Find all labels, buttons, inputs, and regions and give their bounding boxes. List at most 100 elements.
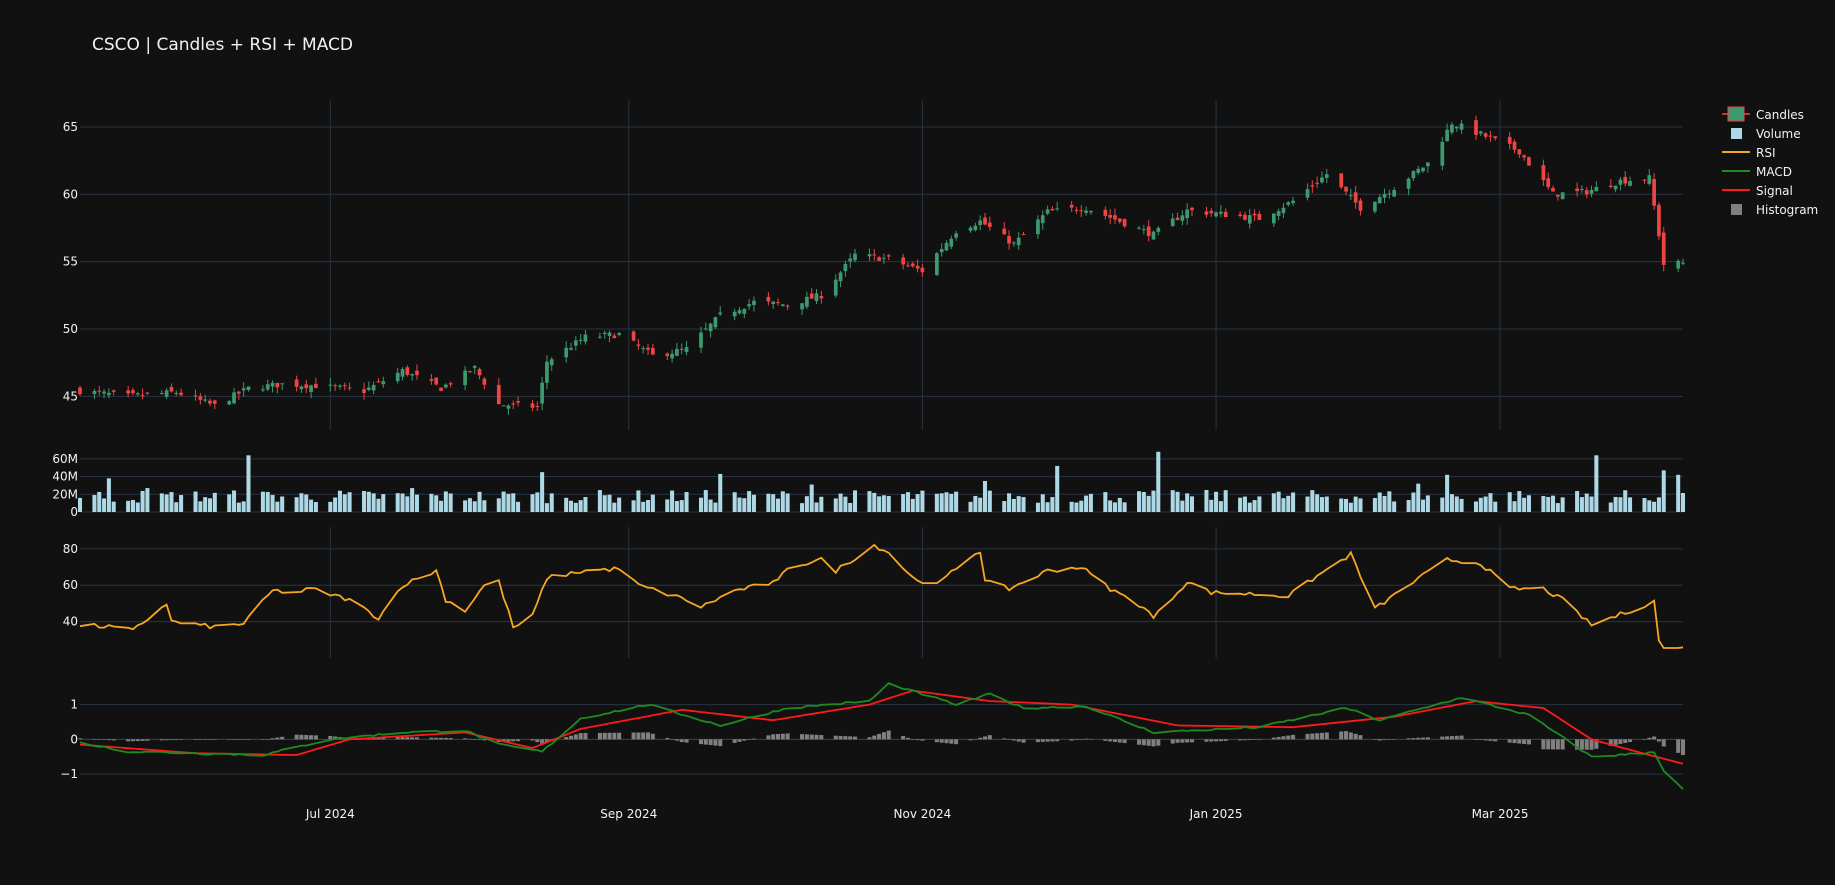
x-tick-label: Sep 2024 [600, 807, 657, 821]
histogram-bar [1348, 732, 1353, 740]
candle-body [1252, 213, 1257, 216]
histogram-bar [241, 739, 246, 740]
volume-bar [819, 496, 824, 512]
candle-body [1223, 211, 1228, 217]
volume-bar [573, 502, 578, 512]
candle-body [843, 263, 848, 272]
volume-bar [212, 492, 217, 512]
candle-body [901, 257, 906, 265]
candle-body [1459, 123, 1464, 130]
histogram-bar [968, 739, 973, 741]
volume-bar [294, 497, 299, 512]
histogram-bar [140, 739, 145, 741]
histogram-bar [612, 732, 617, 740]
histogram-bar [1315, 733, 1320, 740]
volume-bar [1344, 498, 1349, 512]
histogram-bar [1647, 737, 1652, 740]
volume-bar [732, 492, 737, 512]
volume-bar [395, 493, 400, 512]
histogram-bar [1522, 739, 1527, 744]
candle-body [111, 390, 116, 392]
candle-body [1652, 179, 1656, 206]
axis-labels: Jul 2024 Sep 2024 Nov 2024 Jan 2025 Mar 2025… [52, 120, 1528, 821]
histogram-bar [910, 739, 915, 740]
candle-body [237, 391, 241, 394]
volume-bar [1454, 496, 1459, 512]
histogram-bar [1040, 739, 1045, 742]
volume-bar [1021, 497, 1026, 512]
candle-body [299, 386, 304, 390]
candle-body [1373, 201, 1377, 212]
histogram-bar [1146, 739, 1151, 746]
volume-bar [1011, 498, 1016, 512]
histogram-bar [602, 732, 607, 740]
histogram-bar [1449, 736, 1454, 740]
candle-body [598, 336, 602, 338]
volume-bar [1122, 502, 1127, 512]
candle-body [1421, 167, 1425, 172]
candle-body [1493, 136, 1498, 139]
x-tick-label: Jan 2025 [1189, 807, 1243, 821]
histogram-bar [1016, 739, 1021, 742]
candle-body [800, 303, 804, 310]
candle-body [1156, 227, 1161, 232]
volume-bar [775, 498, 781, 512]
histogram-bar [1084, 738, 1089, 740]
candle-body [169, 386, 174, 392]
volume-bar [1238, 497, 1243, 512]
volume-bar [713, 502, 718, 512]
histogram-bar [328, 735, 333, 740]
candle-body [1007, 235, 1011, 244]
histogram-bar [1339, 731, 1344, 740]
histogram-bar [164, 739, 169, 741]
histogram-bar [597, 732, 602, 740]
histogram-bar [280, 736, 285, 740]
candle-body [1416, 168, 1421, 173]
histogram-bar [1594, 739, 1599, 749]
histogram-bar [915, 739, 920, 741]
candle-body [145, 392, 150, 394]
candle-body [333, 385, 337, 387]
histogram-bar [395, 737, 400, 740]
y-tick-label: 55 [63, 255, 78, 269]
candle-body [1344, 186, 1348, 192]
histogram-bar [1575, 739, 1580, 750]
candle-body [126, 390, 130, 394]
volume-bar [1445, 474, 1450, 512]
candle-body [193, 395, 198, 397]
candle-body [227, 401, 232, 405]
volume-bar [915, 494, 920, 512]
histogram-bar [1416, 737, 1421, 740]
candle-body [275, 382, 280, 388]
volume-bar [843, 496, 848, 512]
histogram-bar [1247, 739, 1252, 741]
histogram-bar [920, 739, 925, 741]
bar-icon [1731, 128, 1742, 139]
histogram-bar [1069, 739, 1074, 741]
histogram-bar [819, 735, 824, 740]
histogram-bar [1209, 739, 1214, 742]
candle-body [1676, 260, 1681, 269]
histogram-bar [872, 735, 877, 740]
volume-bar [1584, 493, 1589, 512]
volume-bar [275, 501, 280, 512]
volume-bar [482, 500, 487, 512]
volume-bar [376, 498, 381, 512]
candle-body [270, 382, 275, 387]
candle-body [376, 381, 381, 383]
candle-body [617, 333, 621, 335]
volume-bar [886, 496, 891, 512]
candle-body [983, 217, 987, 225]
volume-bar [1170, 490, 1175, 512]
candle-body [92, 391, 97, 395]
histogram-bar [636, 732, 641, 740]
histogram-bar [1276, 736, 1281, 740]
histogram-bar [987, 735, 992, 740]
candle-body [1555, 194, 1560, 197]
volume-bar [602, 495, 607, 512]
candle-body [602, 332, 607, 335]
candle-body [718, 312, 723, 315]
histogram-bar [1141, 739, 1146, 746]
candle-body [159, 393, 164, 395]
volume-bar [833, 498, 838, 512]
